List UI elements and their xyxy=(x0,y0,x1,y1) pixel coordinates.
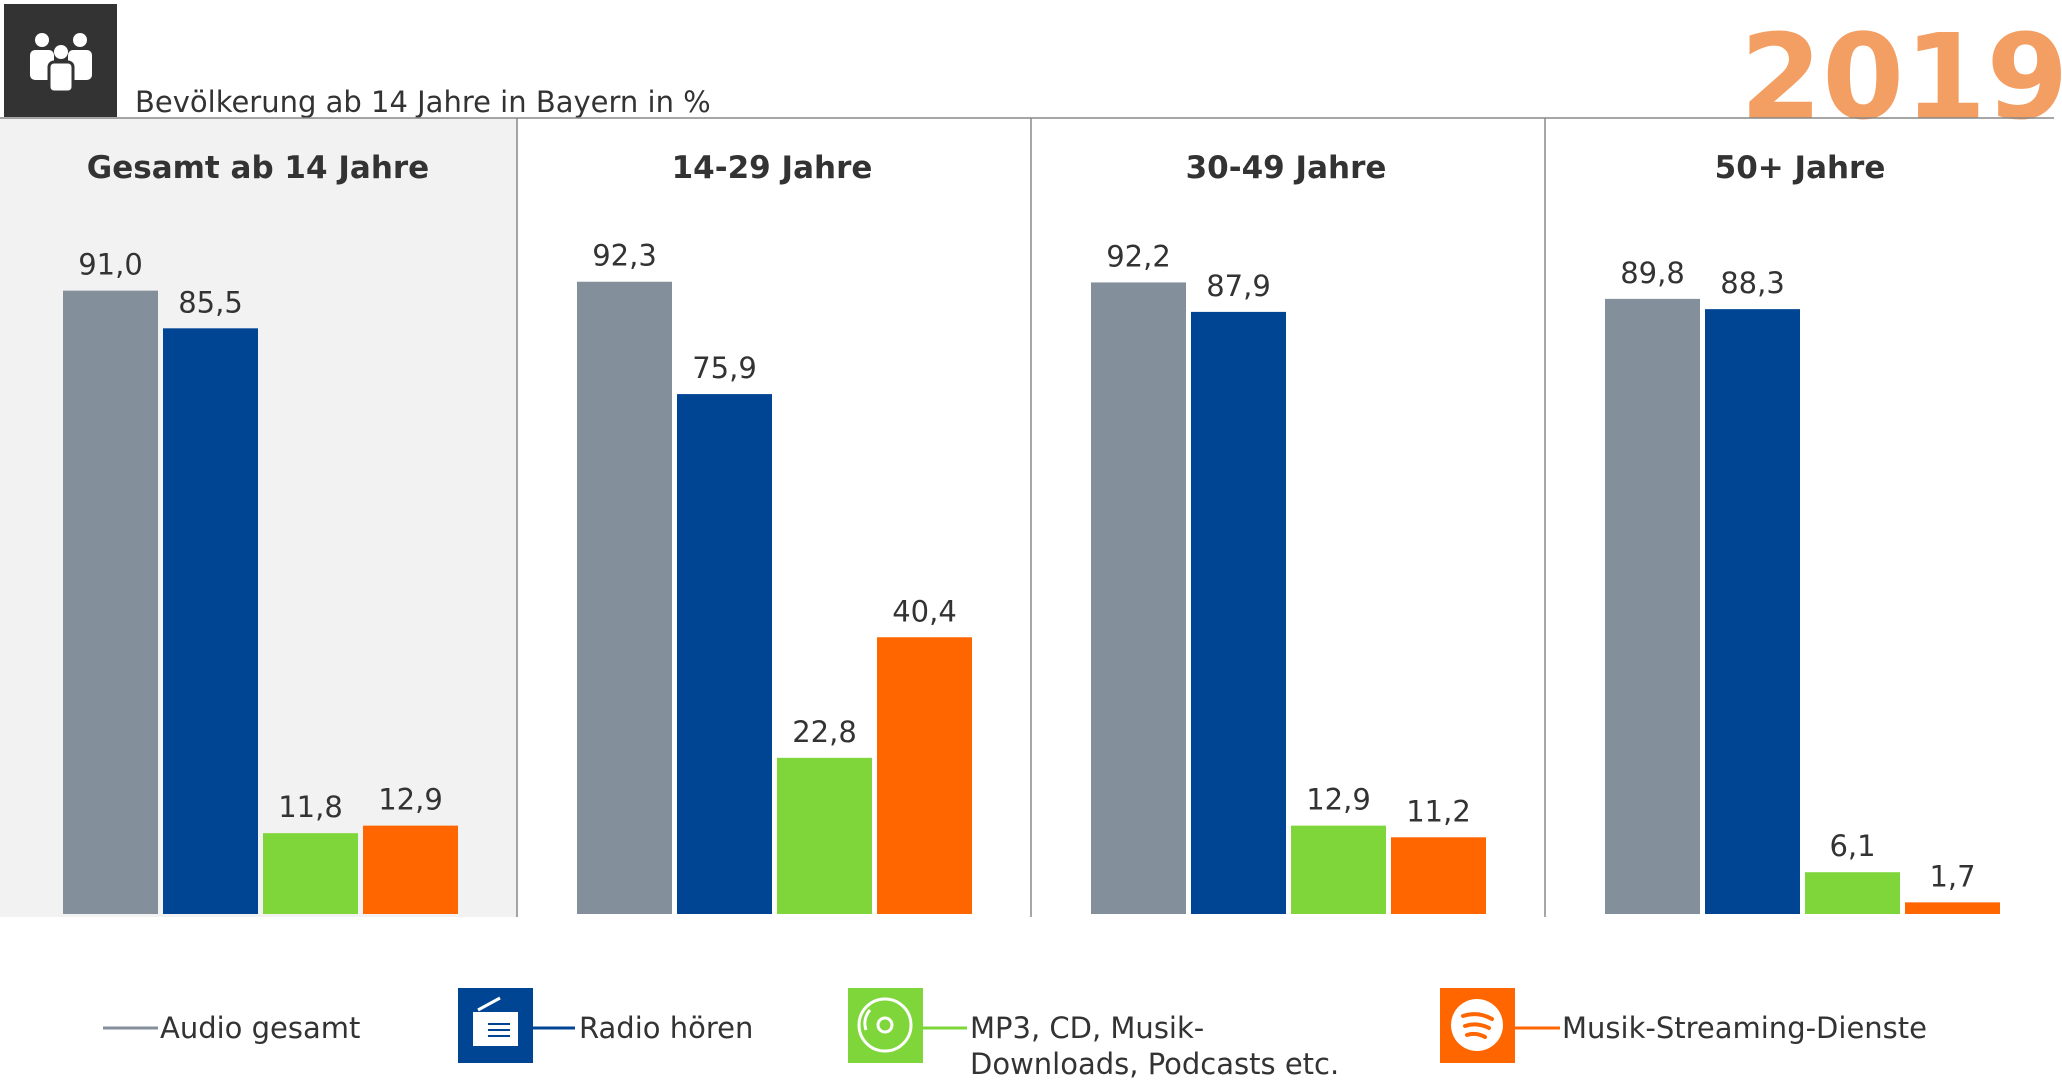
bar xyxy=(677,394,772,915)
group-title: Gesamt ab 14 Jahre xyxy=(87,150,429,186)
value-label: 11,2 xyxy=(1406,794,1471,828)
value-label: 11,8 xyxy=(278,790,343,824)
value-label: 22,8 xyxy=(792,715,857,749)
legend-label: Audio gesamt xyxy=(160,1011,361,1045)
bar xyxy=(1291,825,1386,914)
value-label: 6,1 xyxy=(1829,829,1875,863)
value-label: 87,9 xyxy=(1206,269,1271,303)
streaming-glyph xyxy=(1451,999,1503,1051)
group-title: 50+ Jahre xyxy=(1715,150,1886,186)
group-title: 14-29 Jahre xyxy=(672,150,873,186)
bar xyxy=(1805,872,1900,914)
people-icon xyxy=(30,33,92,94)
value-label: 12,9 xyxy=(1306,783,1371,817)
bar xyxy=(263,833,358,914)
subtitle: Bevölkerung ab 14 Jahre in Bayern in % xyxy=(135,85,711,119)
value-label: 91,0 xyxy=(78,248,143,282)
value-label: 12,9 xyxy=(378,783,443,817)
group-title: 30-49 Jahre xyxy=(1186,150,1387,186)
value-label: 75,9 xyxy=(692,351,757,385)
bar xyxy=(877,637,972,914)
value-label: 92,2 xyxy=(1106,239,1171,273)
bar xyxy=(777,757,872,914)
radio-glyph xyxy=(473,996,518,1046)
value-label: 85,5 xyxy=(178,285,243,319)
bar xyxy=(1605,298,1700,914)
bar xyxy=(1905,902,2000,914)
value-label: 89,8 xyxy=(1620,256,1685,290)
bar xyxy=(1091,282,1186,914)
legend-label: Radio hören xyxy=(579,1011,754,1045)
bar xyxy=(1391,837,1486,914)
value-label: 1,7 xyxy=(1929,859,1975,893)
bar xyxy=(63,290,158,914)
legend-label: Musik-Streaming-Dienste xyxy=(1562,1011,1927,1045)
value-label: 88,3 xyxy=(1720,266,1785,300)
bar xyxy=(577,281,672,914)
value-label: 92,3 xyxy=(592,239,657,273)
bar xyxy=(1191,311,1286,914)
cd-glyph xyxy=(857,997,913,1053)
value-label: 40,4 xyxy=(892,594,957,628)
bar xyxy=(163,328,258,914)
bar xyxy=(363,825,458,914)
legend-label: MP3, CD, Musik-Downloads, Podcasts etc. xyxy=(970,1011,1340,1081)
bar xyxy=(1705,309,1800,914)
year: 2019 xyxy=(1740,8,2062,146)
